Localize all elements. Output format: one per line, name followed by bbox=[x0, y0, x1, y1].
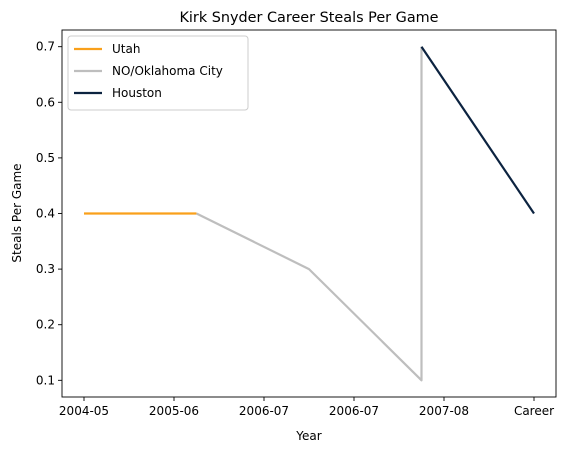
x-tick-label: 2006-07 bbox=[329, 404, 379, 418]
legend-label: NO/Oklahoma City bbox=[112, 64, 223, 78]
legend: Utah NO/Oklahoma City Houston bbox=[67, 35, 249, 111]
y-tick-label: 0.5 bbox=[36, 151, 55, 165]
legend-label: Utah bbox=[112, 42, 140, 56]
y-tick-label: 0.7 bbox=[36, 40, 55, 54]
x-axis: 2004-05 2005-06 2006-07 2006-07 2007-08 Caree… bbox=[59, 397, 554, 418]
legend-label: Houston bbox=[112, 86, 162, 100]
y-axis: 0.1 0.2 0.3 0.4 0.5 0.6 0.7 bbox=[36, 40, 62, 387]
x-tick-label: 2005-06 bbox=[149, 404, 199, 418]
chart-title: Kirk Snyder Career Steals Per Game bbox=[179, 10, 438, 26]
x-axis-label: Year bbox=[295, 429, 321, 443]
x-tick-label: 2007-08 bbox=[419, 404, 469, 418]
series-line-houston bbox=[420, 46, 535, 215]
x-tick-label: Career bbox=[514, 404, 554, 418]
y-tick-label: 0.6 bbox=[36, 95, 55, 109]
series-line-no-oklahoma-city bbox=[196, 46, 423, 382]
x-tick-label: 2004-05 bbox=[59, 404, 109, 418]
legend-box bbox=[67, 35, 249, 111]
y-tick-label: 0.3 bbox=[36, 262, 55, 276]
y-tick-label: 0.2 bbox=[36, 318, 55, 332]
y-tick-label: 0.1 bbox=[36, 373, 55, 387]
y-tick-label: 0.4 bbox=[36, 207, 55, 221]
plot-area bbox=[84, 46, 535, 382]
x-tick-label: 2006-07 bbox=[239, 404, 289, 418]
y-axis-label: Steals Per Game bbox=[10, 163, 24, 262]
